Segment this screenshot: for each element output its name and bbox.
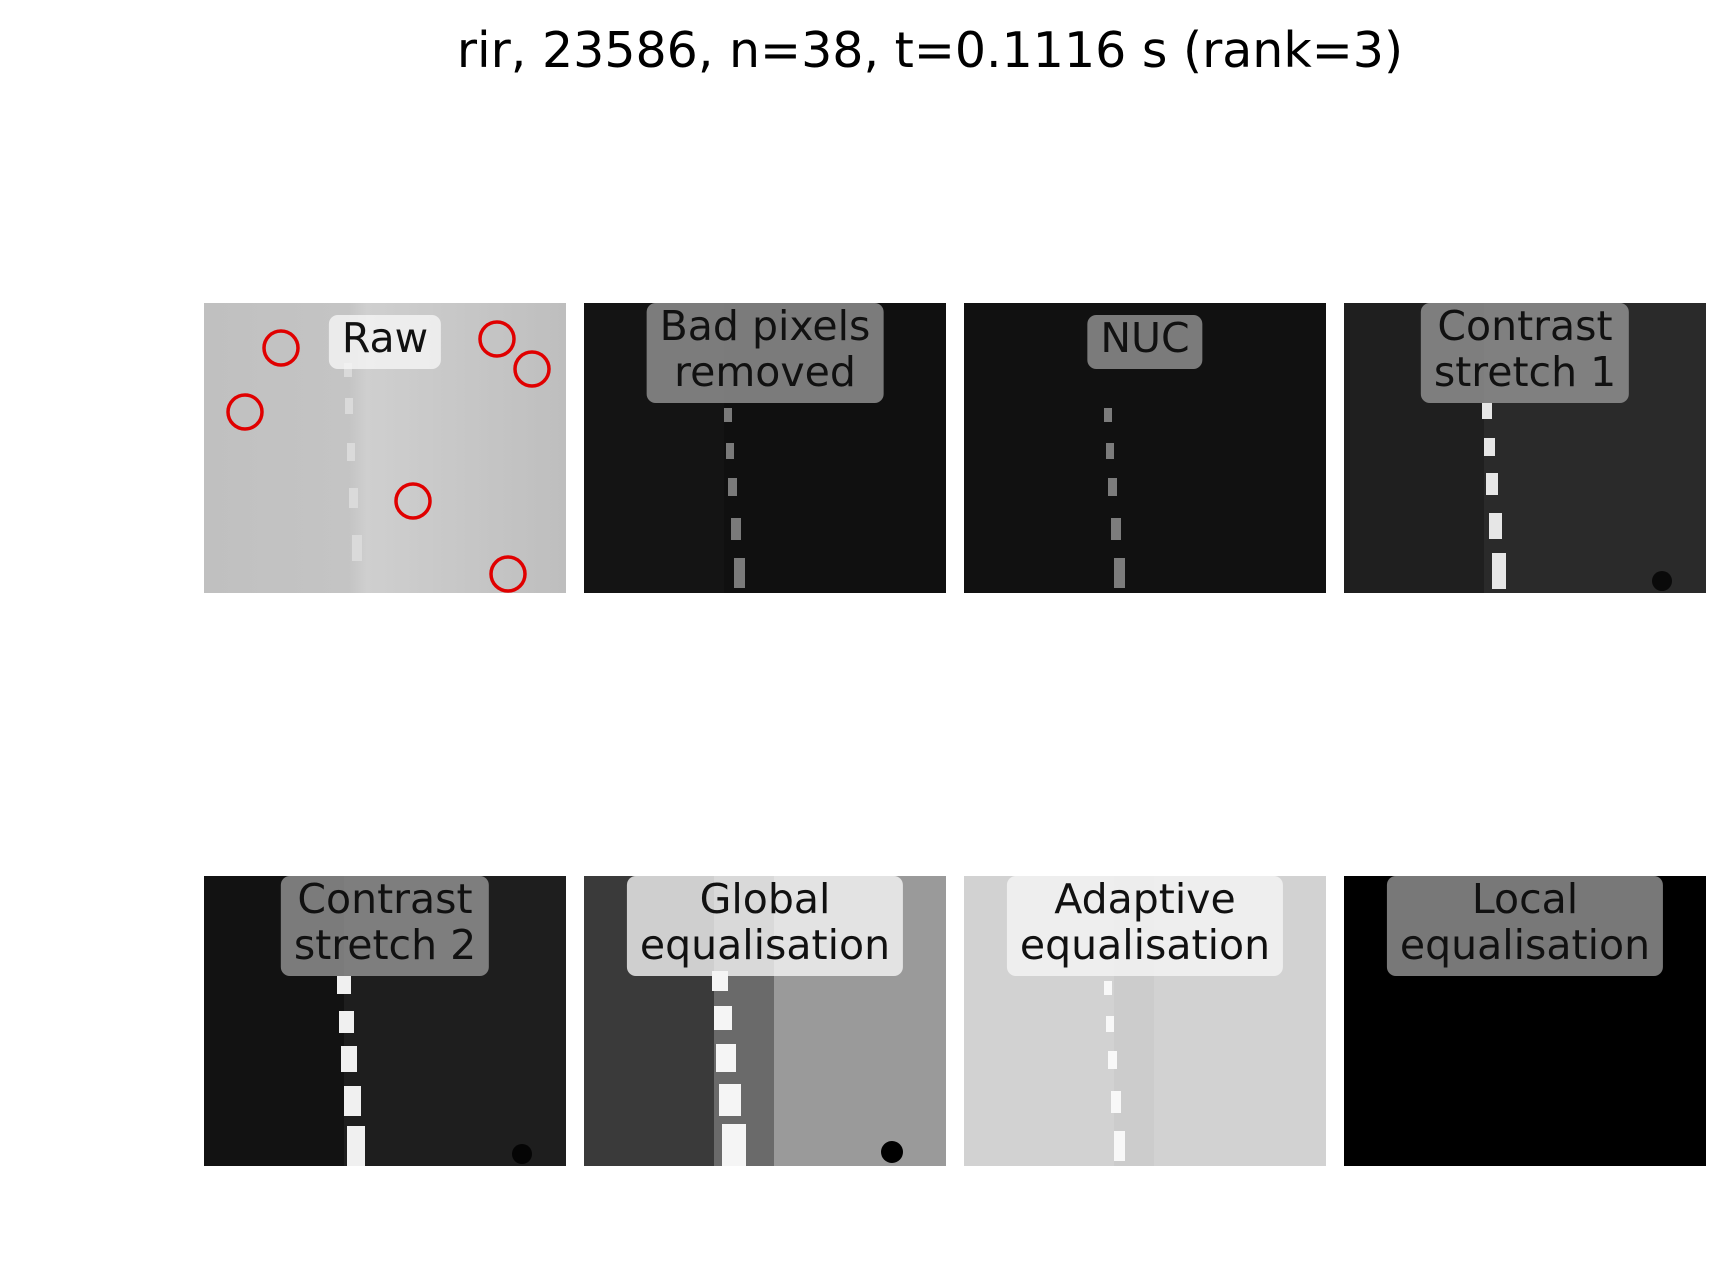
panel-label-local-equalisation: Local equalisation: [1386, 876, 1664, 976]
panel-contrast-stretch-1: Contrast stretch 1: [1344, 303, 1706, 593]
panel-label-adaptive-equalisation: Adaptive equalisation: [1006, 876, 1284, 976]
panel-contrast-stretch-2: Contrast stretch 2: [204, 876, 566, 1166]
bad-pixel-marker: [513, 350, 551, 388]
panel-raw: Raw: [204, 303, 566, 593]
bad-pixel-marker: [478, 320, 516, 358]
panel-label-contrast-stretch-2: Contrast stretch 2: [280, 876, 490, 976]
panel-label-global-equalisation: Global equalisation: [626, 876, 904, 976]
panel-label-contrast-stretch-1: Contrast stretch 1: [1420, 303, 1630, 403]
bad-pixel-marker: [262, 329, 300, 367]
bad-pixel-marker: [226, 393, 264, 431]
panel-global-equalisation: Global equalisation: [584, 876, 946, 1166]
panel-nuc: NUC: [964, 303, 1326, 593]
bad-pixel-marker: [394, 482, 432, 520]
panel-bad-pixels-removed: Bad pixels removed: [584, 303, 946, 593]
figure-title: rir, 23586, n=38, t=0.1116 s (rank=3): [456, 22, 1404, 79]
panel-adaptive-equalisation: Adaptive equalisation: [964, 876, 1326, 1166]
panel-label-nuc: NUC: [1087, 315, 1203, 369]
panel-local-equalisation: Local equalisation: [1344, 876, 1706, 1166]
panel-label-raw: Raw: [328, 315, 442, 369]
panel-label-bad-pixels-removed: Bad pixels removed: [646, 303, 884, 403]
bad-pixel-marker: [489, 555, 527, 593]
